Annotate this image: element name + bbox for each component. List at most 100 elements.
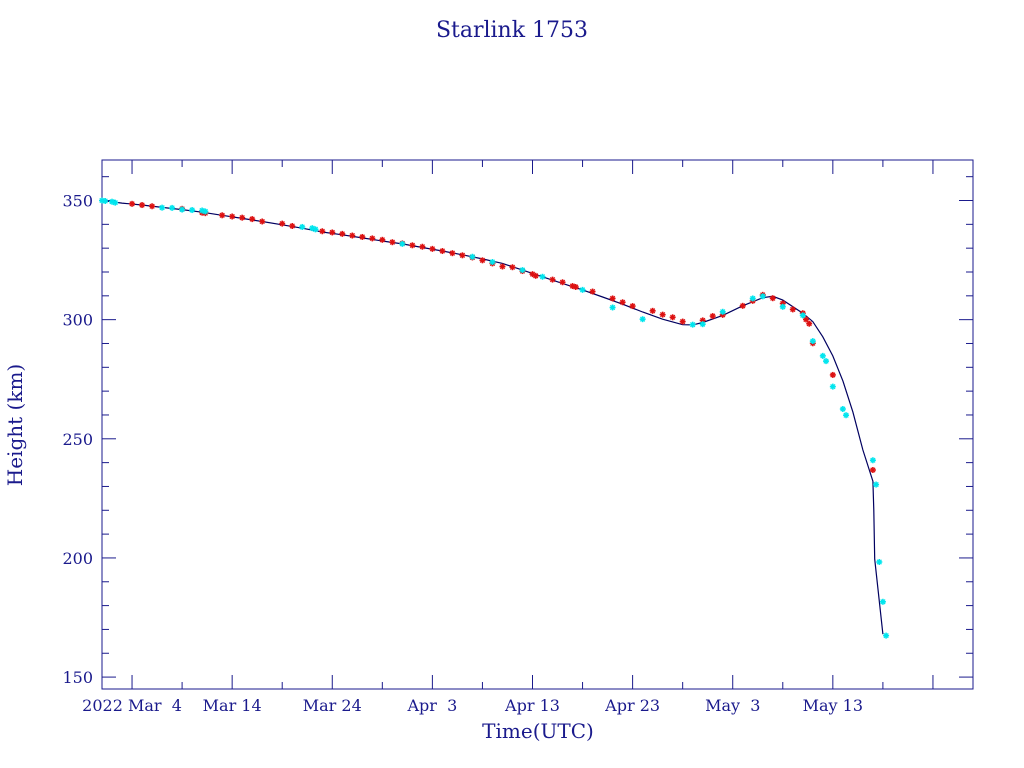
red-data-point <box>149 203 156 210</box>
cyan-data-point <box>869 457 876 464</box>
cyan-data-point <box>843 412 850 419</box>
red-data-point <box>249 216 256 223</box>
red-data-point <box>319 228 326 235</box>
x-tick-label: Mar 24 <box>303 696 362 715</box>
cyan-data-point <box>102 197 109 204</box>
x-tick-label: Mar 14 <box>203 696 262 715</box>
red-data-point <box>389 239 396 246</box>
red-data-point <box>239 214 246 221</box>
red-data-point <box>339 230 346 237</box>
red-data-point <box>419 243 426 250</box>
x-tick-label: Apr 3 <box>406 696 457 715</box>
cyan-data-point <box>779 303 786 310</box>
cyan-marker-series <box>99 197 890 639</box>
cyan-data-point <box>829 383 836 390</box>
cyan-data-point <box>799 312 806 319</box>
red-data-point <box>459 252 466 259</box>
cyan-data-point <box>879 598 886 605</box>
red-data-point <box>619 299 626 306</box>
red-data-point <box>769 295 776 302</box>
cyan-data-point <box>189 207 196 214</box>
y-tick-label: 300 <box>62 311 93 330</box>
cyan-data-point <box>179 206 186 213</box>
red-data-point <box>829 371 836 378</box>
red-data-point <box>259 218 266 225</box>
cyan-data-point <box>609 304 616 311</box>
y-ticks <box>102 176 973 678</box>
cyan-data-point <box>489 258 496 265</box>
cyan-data-point <box>539 273 546 280</box>
red-data-point <box>439 248 446 255</box>
red-data-point <box>679 318 686 325</box>
y-tick-labels: 150 200 250 300 350 <box>62 192 93 688</box>
cyan-data-point <box>819 352 826 359</box>
cyan-data-point <box>873 481 880 488</box>
cyan-data-point <box>759 293 766 300</box>
x-tick-label: Apr 13 <box>504 696 560 715</box>
red-data-point <box>589 288 596 295</box>
cyan-data-point <box>202 208 209 215</box>
red-data-point <box>289 223 296 230</box>
cyan-data-point <box>876 558 883 565</box>
red-data-point <box>609 295 616 302</box>
red-data-point <box>649 307 656 314</box>
x-tick-label: Apr 23 <box>604 696 660 715</box>
red-data-point <box>499 263 506 270</box>
red-data-point <box>369 235 376 242</box>
cyan-data-point <box>469 253 476 260</box>
red-data-point <box>549 276 556 283</box>
y-axis-label: Height (km) <box>3 364 27 486</box>
cyan-data-point <box>719 308 726 315</box>
y-tick-label: 150 <box>62 668 93 687</box>
red-data-point <box>869 467 876 474</box>
red-data-point <box>349 232 356 239</box>
red-data-point <box>409 242 416 249</box>
red-data-point <box>789 306 796 313</box>
cyan-data-point <box>169 204 176 211</box>
x-tick-label: May 13 <box>803 696 863 715</box>
cyan-data-point <box>823 358 830 365</box>
cyan-data-point <box>519 267 526 274</box>
red-data-point <box>449 250 456 257</box>
red-data-point <box>329 229 336 236</box>
red-data-point <box>279 220 286 227</box>
cyan-data-point <box>749 295 756 302</box>
cyan-data-point <box>312 226 319 233</box>
red-data-point <box>559 279 566 286</box>
y-tick-label: 250 <box>62 430 93 449</box>
cyan-data-point <box>299 223 306 230</box>
cyan-data-point <box>883 632 890 639</box>
red-data-point <box>739 302 746 309</box>
y-tick-label: 200 <box>62 549 93 568</box>
red-data-point <box>532 272 539 279</box>
cyan-data-point <box>579 286 586 293</box>
x-tick-label: 2022 Mar 4 <box>82 696 182 715</box>
red-data-point <box>479 257 486 264</box>
red-data-point <box>669 314 676 321</box>
red-data-point <box>629 303 636 310</box>
cyan-data-point <box>399 240 406 247</box>
cyan-data-point <box>112 199 119 206</box>
cyan-data-point <box>699 321 706 328</box>
x-ticks <box>131 160 934 689</box>
red-data-point <box>709 313 716 320</box>
red-data-point <box>806 320 813 327</box>
red-data-point <box>429 245 436 252</box>
cyan-data-point <box>839 406 846 413</box>
cyan-data-point <box>639 316 646 323</box>
red-data-point <box>509 264 516 271</box>
red-data-point <box>219 212 226 219</box>
x-tick-labels: 2022 Mar 4 Mar 14 Mar 24 Apr 3 Apr 13 Apr 23 M… <box>82 696 863 715</box>
plot-frame <box>101 159 974 690</box>
x-axis-label: Time(UTC) <box>482 719 594 743</box>
red-data-point <box>359 233 366 240</box>
cyan-data-point <box>689 321 696 328</box>
red-data-point <box>379 236 386 243</box>
red-data-point <box>229 213 236 220</box>
red-data-point <box>129 200 136 207</box>
red-data-point <box>659 311 666 318</box>
chart-title: Starlink 1753 <box>436 18 588 43</box>
cyan-data-point <box>159 204 166 211</box>
